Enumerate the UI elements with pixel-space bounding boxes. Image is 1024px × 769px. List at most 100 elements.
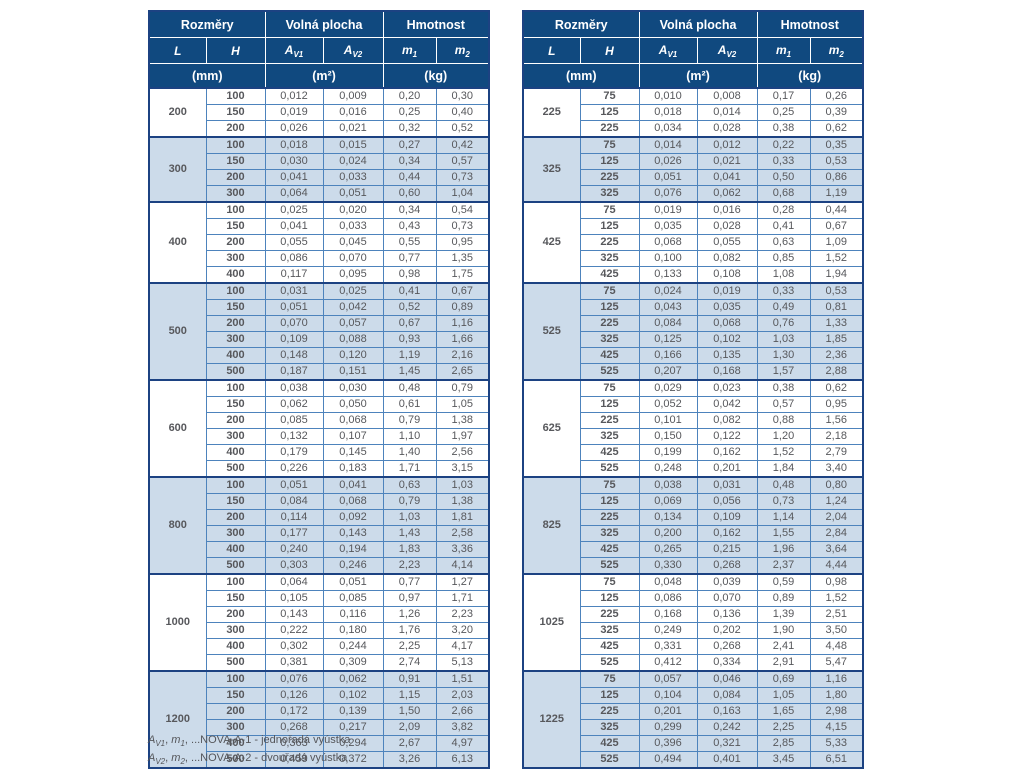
header-unit-0: (mm) bbox=[148, 63, 266, 89]
h-cell: 325 bbox=[579, 525, 640, 542]
m2-cell: 1,97 bbox=[435, 428, 490, 445]
m2-cell: 0,81 bbox=[809, 299, 864, 316]
av1-cell: 0,363 bbox=[264, 735, 324, 752]
table-row: 225 75 0,010 0,008 0,17 0,26 bbox=[522, 87, 864, 138]
m1-cell: 0,67 bbox=[382, 315, 437, 332]
av1-cell: 0,299 bbox=[638, 719, 698, 736]
av1-cell: 0,026 bbox=[638, 153, 698, 170]
table-row: 525 0,207 0,168 1,57 2,88 bbox=[523, 363, 864, 381]
av1-cell: 0,048 bbox=[638, 573, 698, 591]
header-col-1-0: AV1 bbox=[638, 37, 698, 64]
m1-cell: 2,85 bbox=[756, 735, 811, 752]
av1-cell: 0,014 bbox=[638, 136, 698, 154]
m2-cell: 1,51 bbox=[435, 670, 490, 688]
av1-cell: 0,302 bbox=[264, 638, 324, 655]
m1-cell: 0,33 bbox=[756, 282, 811, 300]
table-row: 200 0,055 0,045 0,55 0,95 bbox=[149, 234, 490, 251]
av2-cell: 0,088 bbox=[322, 331, 384, 348]
h-cell: 75 bbox=[579, 136, 640, 154]
m2-cell: 1,35 bbox=[435, 250, 490, 267]
header-group-0: Rozměry bbox=[522, 10, 640, 38]
m1-cell: 0,25 bbox=[382, 104, 437, 121]
l-cell: 1000 bbox=[148, 573, 207, 672]
m1-cell: 2,41 bbox=[756, 638, 811, 655]
av2-cell: 0,244 bbox=[322, 638, 384, 655]
m1-cell: 1,05 bbox=[756, 687, 811, 704]
m1-cell: 0,48 bbox=[382, 379, 437, 397]
table-row: 125 0,069 0,056 0,73 1,24 bbox=[523, 493, 864, 510]
av2-cell: 0,108 bbox=[696, 266, 758, 284]
av1-cell: 0,086 bbox=[264, 250, 324, 267]
table-row: 500 100 0,031 0,025 0,41 0,67 bbox=[148, 282, 490, 381]
m2-cell: 2,84 bbox=[809, 525, 864, 542]
m2-cell: 2,16 bbox=[435, 347, 490, 364]
av1-cell: 0,381 bbox=[264, 654, 324, 672]
av1-cell: 0,010 bbox=[638, 87, 698, 105]
h-cell: 75 bbox=[579, 201, 640, 219]
h-cell: 325 bbox=[579, 250, 640, 267]
m2-cell: 4,48 bbox=[809, 638, 864, 655]
av2-cell: 0,042 bbox=[322, 299, 384, 316]
av1-cell: 0,177 bbox=[264, 525, 324, 542]
m2-cell: 0,35 bbox=[809, 136, 864, 154]
av2-cell: 0,015 bbox=[322, 136, 384, 154]
m2-cell: 2,79 bbox=[809, 444, 864, 461]
av2-cell: 0,020 bbox=[322, 201, 384, 219]
m1-cell: 0,25 bbox=[756, 104, 811, 121]
table-row: 300 100 0,018 0,015 0,27 0,42 bbox=[148, 136, 490, 203]
m2-cell: 0,98 bbox=[809, 573, 864, 591]
m1-cell: 1,50 bbox=[382, 703, 437, 720]
av2-cell: 0,055 bbox=[696, 234, 758, 251]
h-cell: 100 bbox=[205, 282, 266, 300]
h-cell: 400 bbox=[205, 347, 266, 364]
m1-cell: 0,85 bbox=[756, 250, 811, 267]
l-cell: 1200 bbox=[148, 670, 207, 769]
av1-cell: 0,084 bbox=[264, 493, 324, 510]
h-cell: 100 bbox=[205, 87, 266, 105]
m1-cell: 0,59 bbox=[756, 573, 811, 591]
table-row: 400 100 0,025 0,020 0,34 0,54 bbox=[148, 201, 490, 284]
m1-cell: 0,34 bbox=[382, 153, 437, 170]
av2-cell: 0,268 bbox=[696, 638, 758, 655]
h-cell: 100 bbox=[205, 573, 266, 591]
header-col-0-0: L bbox=[148, 37, 207, 64]
av2-cell: 0,095 bbox=[322, 266, 384, 284]
av2-cell: 0,068 bbox=[322, 412, 384, 429]
m2-cell: 1,27 bbox=[435, 573, 490, 591]
m1-cell: 0,77 bbox=[382, 250, 437, 267]
m1-cell: 0,38 bbox=[756, 120, 811, 138]
table-row: 125 0,018 0,014 0,25 0,39 bbox=[523, 104, 864, 121]
av1-cell: 0,064 bbox=[264, 185, 324, 203]
av2-cell: 0,051 bbox=[322, 185, 384, 203]
spec-table-right: Rozměry Volná plocha Hmotnost L H AV1 AV2 m1 m2(… bbox=[522, 10, 864, 769]
m1-cell: 1,03 bbox=[756, 331, 811, 348]
av2-cell: 0,056 bbox=[696, 493, 758, 510]
m2-cell: 0,95 bbox=[435, 234, 490, 251]
av2-cell: 0,039 bbox=[696, 573, 758, 591]
av2-cell: 0,242 bbox=[696, 719, 758, 736]
table-row: 150 0,030 0,024 0,34 0,57 bbox=[149, 153, 490, 170]
h-cell: 125 bbox=[579, 396, 640, 413]
av1-cell: 0,038 bbox=[638, 476, 698, 494]
av2-cell: 0,030 bbox=[322, 379, 384, 397]
table-row: 400 0,302 0,244 2,25 4,17 bbox=[149, 638, 490, 655]
av2-cell: 0,028 bbox=[696, 120, 758, 138]
av1-cell: 0,104 bbox=[638, 687, 698, 704]
l-cell: 625 bbox=[522, 379, 581, 478]
m2-cell: 1,16 bbox=[809, 670, 864, 688]
m2-cell: 0,52 bbox=[435, 120, 490, 138]
h-cell: 300 bbox=[205, 428, 266, 445]
footnote-2: AV2, m2, ...NOVA-A-2 - dvouřadá vyústka bbox=[148, 752, 348, 766]
m2-cell: 2,18 bbox=[809, 428, 864, 445]
m1-cell: 1,15 bbox=[382, 687, 437, 704]
m1-cell: 2,67 bbox=[382, 735, 437, 752]
l-cell: 425 bbox=[522, 201, 581, 284]
table-row: 425 75 0,019 0,016 0,28 0,44 bbox=[522, 201, 864, 284]
h-cell: 75 bbox=[579, 282, 640, 300]
m2-cell: 0,73 bbox=[435, 218, 490, 235]
m2-cell: 0,95 bbox=[809, 396, 864, 413]
av1-cell: 0,150 bbox=[638, 428, 698, 445]
m1-cell: 0,41 bbox=[756, 218, 811, 235]
av1-cell: 0,038 bbox=[264, 379, 324, 397]
av2-cell: 0,046 bbox=[696, 670, 758, 688]
